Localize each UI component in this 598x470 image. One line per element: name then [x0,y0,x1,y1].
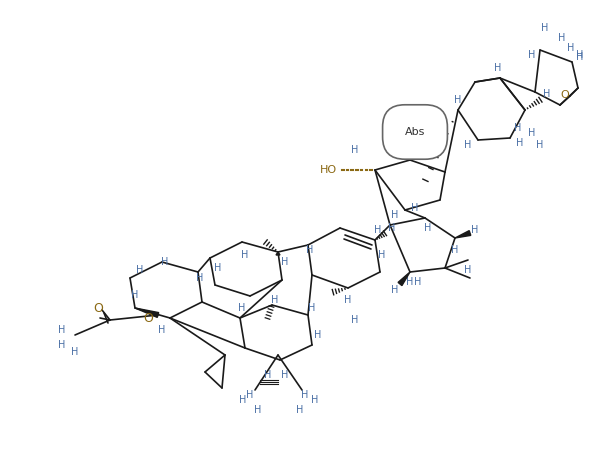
Text: H: H [254,405,262,415]
Text: H: H [351,145,359,155]
Text: H: H [386,145,393,155]
Text: H: H [391,210,399,220]
Text: H: H [541,23,549,33]
Text: H: H [391,285,399,295]
Text: H: H [559,33,566,43]
Text: H: H [297,405,304,415]
Text: H: H [471,225,478,235]
Text: H: H [411,203,419,213]
Text: H: H [514,123,521,133]
Text: O: O [143,312,153,324]
Text: O: O [561,90,569,100]
Text: H: H [536,140,544,150]
Text: H: H [388,223,396,233]
Text: H: H [351,315,359,325]
Text: H: H [271,295,279,305]
Polygon shape [455,231,471,238]
Text: H: H [544,89,551,99]
Polygon shape [276,252,280,255]
Text: H: H [528,50,536,60]
Text: H: H [528,128,536,138]
Text: H: H [161,257,169,267]
Text: H: H [464,140,472,150]
Text: H: H [196,273,204,283]
Text: H: H [454,95,462,105]
Text: H: H [71,347,79,357]
Polygon shape [398,272,410,286]
Text: H: H [516,138,524,148]
Text: H: H [281,370,289,380]
Text: H: H [374,225,382,235]
Text: H: H [239,395,247,405]
Text: H: H [158,325,166,335]
Text: H: H [136,265,144,275]
Text: H: H [301,390,309,400]
Polygon shape [135,308,158,317]
Text: H: H [132,290,139,300]
Text: H: H [379,250,386,260]
Text: H: H [464,265,472,275]
Text: H: H [576,52,584,62]
Text: Abs: Abs [405,127,425,137]
Text: H: H [242,250,249,260]
Text: H: H [59,325,66,335]
Text: H: H [312,395,319,405]
Text: H: H [576,50,584,60]
Text: H: H [425,223,432,233]
Text: HO: HO [319,165,337,175]
Text: O: O [93,301,103,314]
Text: H: H [246,390,254,400]
Text: H: H [59,340,66,350]
Text: H: H [315,330,322,340]
Text: H: H [344,295,352,305]
Text: H: H [406,277,414,287]
Text: H: H [306,245,314,255]
Text: H: H [214,263,222,273]
Text: H: H [451,245,459,255]
Text: H: H [281,257,289,267]
Text: H: H [309,303,316,313]
Text: H: H [495,63,502,73]
Text: H: H [414,277,422,287]
Text: H: H [264,370,271,380]
Text: H: H [239,303,246,313]
Text: H: H [568,43,575,53]
